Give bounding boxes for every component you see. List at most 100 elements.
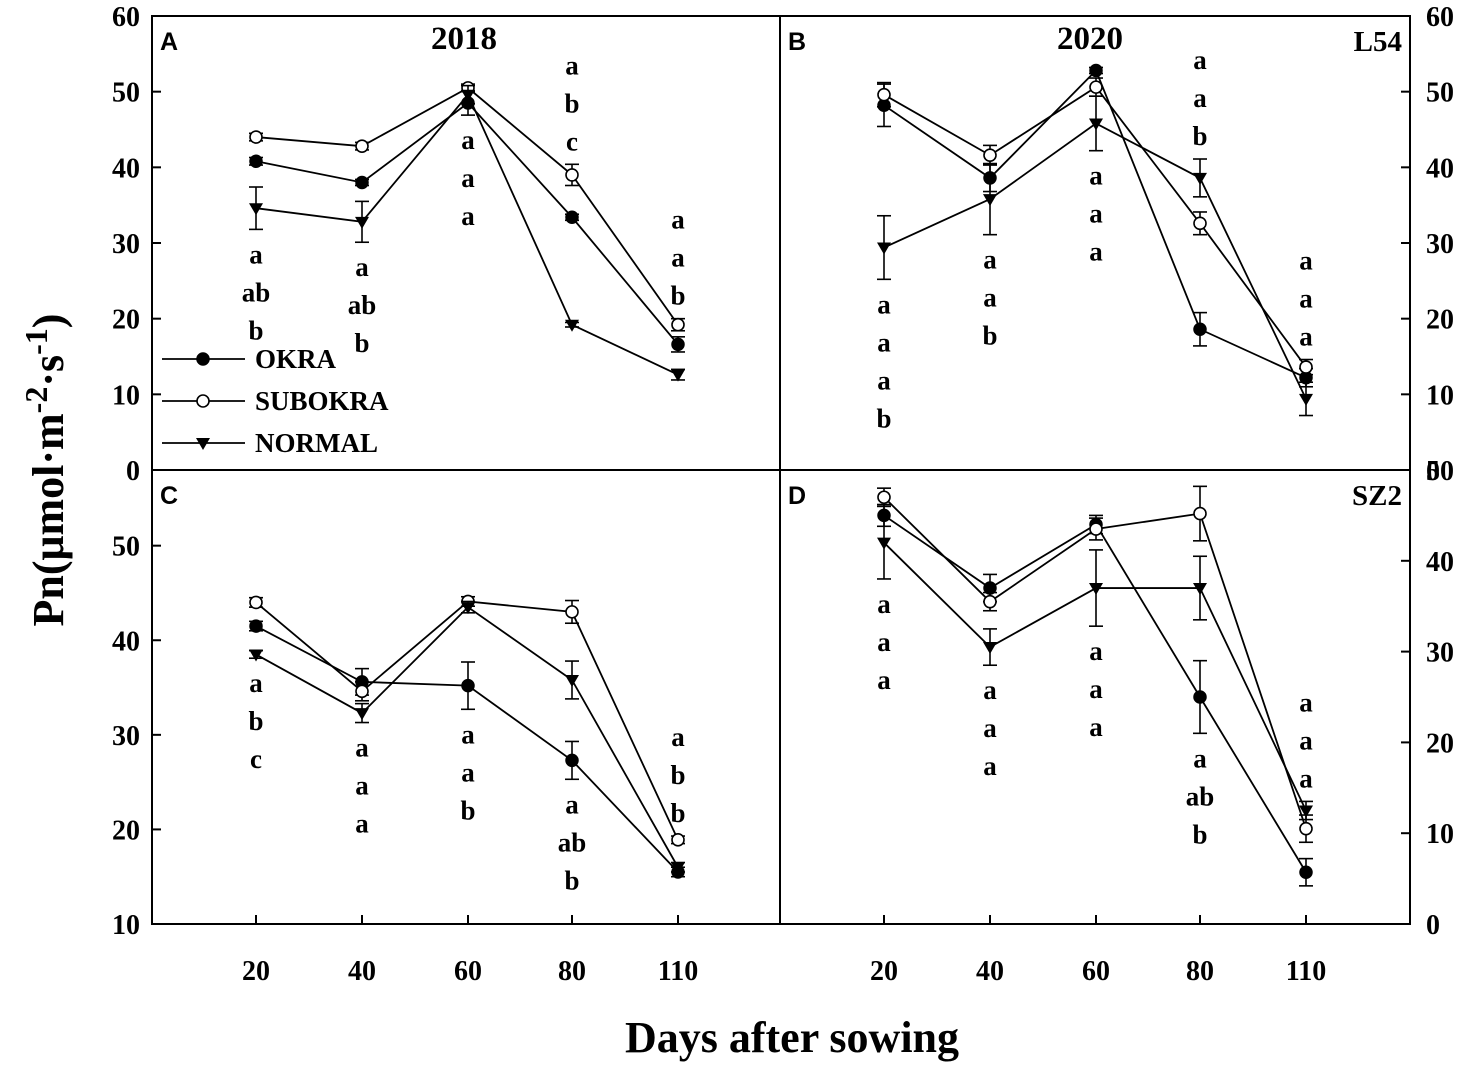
legend-label: OKRA <box>255 344 337 374</box>
y-tick-label: 50 <box>1426 78 1454 109</box>
significance-letter: a <box>1089 199 1103 229</box>
marker-subokra <box>196 394 210 408</box>
y-axis-title: Pn(μmol·m-2·s-1) <box>18 314 73 627</box>
significance-letter: b <box>460 795 475 825</box>
marker-subokra <box>877 87 891 102</box>
series-normal <box>249 600 685 875</box>
panel-letter: A <box>160 28 178 56</box>
series-normal <box>877 95 1313 417</box>
marker-normal <box>1299 805 1313 818</box>
marker-normal <box>1193 583 1207 596</box>
significance-letter: a <box>1299 322 1313 352</box>
y-tick-label: 50 <box>112 78 140 109</box>
x-tick-label: 80 <box>558 956 586 987</box>
marker-okra <box>355 175 369 190</box>
significance-letter: a <box>461 201 475 231</box>
marker-normal <box>1089 118 1103 131</box>
significance-letter: a <box>1299 246 1313 276</box>
x-axis-title: Days after sowing <box>625 1013 959 1062</box>
y-axis-title-part: ) <box>24 314 73 329</box>
significance-letter: a <box>249 239 263 269</box>
marker-normal <box>565 674 579 687</box>
panel-site: L54 <box>1354 26 1402 58</box>
significance-letter: a <box>671 722 685 752</box>
marker-okra <box>249 154 263 169</box>
y-tick-label: 60 <box>112 2 140 33</box>
marker-subokra <box>1299 360 1313 374</box>
marker-normal <box>355 216 369 229</box>
panel-letter: C <box>160 482 178 510</box>
series-normal <box>877 505 1313 821</box>
marker-normal <box>671 369 685 382</box>
x-tick-label: 110 <box>658 956 698 987</box>
series-okra <box>249 619 685 879</box>
marker-okra <box>671 337 685 352</box>
significance-letter: a <box>1193 45 1207 75</box>
y-tick-label: 30 <box>1426 638 1454 669</box>
marker-normal <box>983 194 997 207</box>
significance-letter: ab <box>348 290 377 320</box>
y-tick-label: 40 <box>112 153 140 184</box>
significance-letter: a <box>461 163 475 193</box>
significance-letter: a <box>983 751 997 781</box>
significance-letter: a <box>461 719 475 749</box>
y-tick-label: 40 <box>112 626 140 657</box>
marker-normal <box>877 537 891 550</box>
x-tick-label: 40 <box>348 956 376 987</box>
marker-okra <box>196 352 210 366</box>
marker-normal <box>249 649 263 662</box>
significance-letter: a <box>1299 687 1313 717</box>
y-axis-title-part: ·s <box>24 355 73 387</box>
significance-letter: b <box>354 328 369 358</box>
marker-okra <box>1089 63 1103 78</box>
y-tick-label: 60 <box>1426 2 1454 33</box>
y-tick-label: 20 <box>1426 305 1454 336</box>
significance-letter: b <box>670 281 685 311</box>
x-tick-label: 80 <box>1186 956 1214 987</box>
marker-subokra <box>1193 216 1207 231</box>
significance-letter: a <box>877 327 891 357</box>
x-tick-label: 60 <box>1082 956 1110 987</box>
significance-letter: b <box>248 706 263 736</box>
significance-letter: a <box>461 125 475 155</box>
significance-letter: b <box>876 403 891 433</box>
significance-letter: b <box>564 865 579 895</box>
y-tick-label: 10 <box>112 380 140 411</box>
marker-subokra <box>1089 80 1103 94</box>
series-subokra <box>877 485 1313 844</box>
significance-letter: a <box>983 245 997 275</box>
marker-okra <box>565 753 579 768</box>
significance-letter: b <box>1192 121 1207 151</box>
y-tick-label: 0 <box>126 456 140 487</box>
legend: OKRA SUBOKRA NORMAL <box>162 344 389 458</box>
significance-letter: a <box>355 252 369 282</box>
significance-letter: a <box>1299 725 1313 755</box>
significance-letter: a <box>461 757 475 787</box>
significance-letter: a <box>1089 636 1103 666</box>
legend-label: NORMAL <box>255 428 378 458</box>
marker-subokra <box>565 168 579 182</box>
marker-okra <box>249 619 263 633</box>
y-tick-label: 40 <box>1426 153 1454 184</box>
significance-letter: a <box>565 50 579 80</box>
marker-subokra <box>983 148 997 163</box>
marker-normal <box>1299 393 1313 406</box>
significance-letter: a <box>877 589 891 619</box>
significance-letter: a <box>1299 284 1313 314</box>
panel-year: 2018 <box>431 21 497 57</box>
y-tick-label: 50 <box>1426 456 1454 487</box>
significance-letter: a <box>249 668 263 698</box>
y-tick-label: 20 <box>1426 728 1454 759</box>
y-tick-label: 10 <box>112 910 140 941</box>
significance-letter: b <box>564 88 579 118</box>
marker-normal <box>671 862 685 875</box>
significance-letter: a <box>983 283 997 313</box>
significance-letter: b <box>1192 819 1207 849</box>
significance-letter: a <box>355 771 369 801</box>
x-tick-label: 110 <box>1286 956 1326 987</box>
significance-letter: c <box>250 744 262 774</box>
